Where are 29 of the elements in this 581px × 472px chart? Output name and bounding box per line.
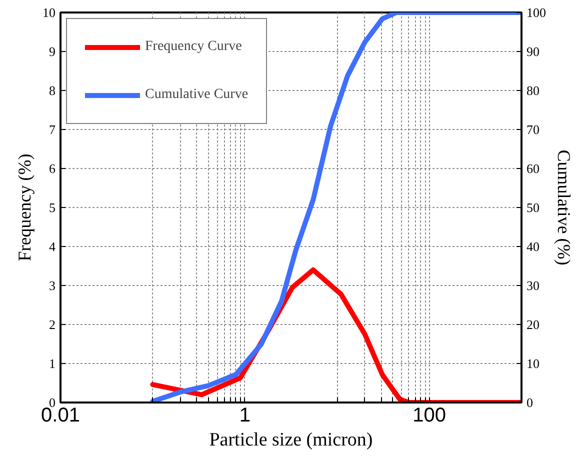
y2-tick-label: 0	[526, 395, 533, 410]
y2-tick-label: 70	[526, 122, 540, 137]
y-tick-label: 6	[49, 161, 56, 176]
y-tick-label: 10	[42, 5, 56, 20]
y-tick-label: 1	[49, 356, 56, 371]
y-tick-label: 8	[49, 83, 56, 98]
y-tick-label: 2	[49, 317, 56, 332]
y2-tick-label: 20	[526, 317, 540, 332]
y2-tick-label: 100	[526, 5, 546, 20]
y2-axis-title: Cumulative (%)	[554, 150, 574, 266]
y-tick-label: 5	[49, 200, 56, 215]
x-tick-label: 100	[412, 404, 446, 426]
y-tick-label: 4	[49, 239, 56, 254]
legend-label: Frequency Curve	[145, 39, 242, 55]
y2-tick-label: 30	[526, 278, 540, 293]
y2-tick-label: 60	[526, 161, 540, 176]
y2-tick-label: 10	[526, 356, 540, 371]
y2-tick-label: 40	[526, 239, 540, 254]
x-tick-label: 1	[239, 404, 250, 426]
y-tick-label: 7	[49, 122, 56, 137]
y2-tick-label: 90	[526, 44, 540, 59]
y2-tick-label: 50	[526, 200, 540, 215]
y2-tick-label: 80	[526, 83, 540, 98]
y-tick-label: 3	[49, 278, 56, 293]
y-tick-label: 9	[49, 44, 56, 59]
x-axis-title: Particle size (micron)	[209, 430, 373, 450]
y-axis-title: Frequency (%)	[14, 154, 34, 262]
y-tick-label: 0	[49, 395, 56, 410]
legend-label: Cumulative Curve	[145, 87, 248, 103]
